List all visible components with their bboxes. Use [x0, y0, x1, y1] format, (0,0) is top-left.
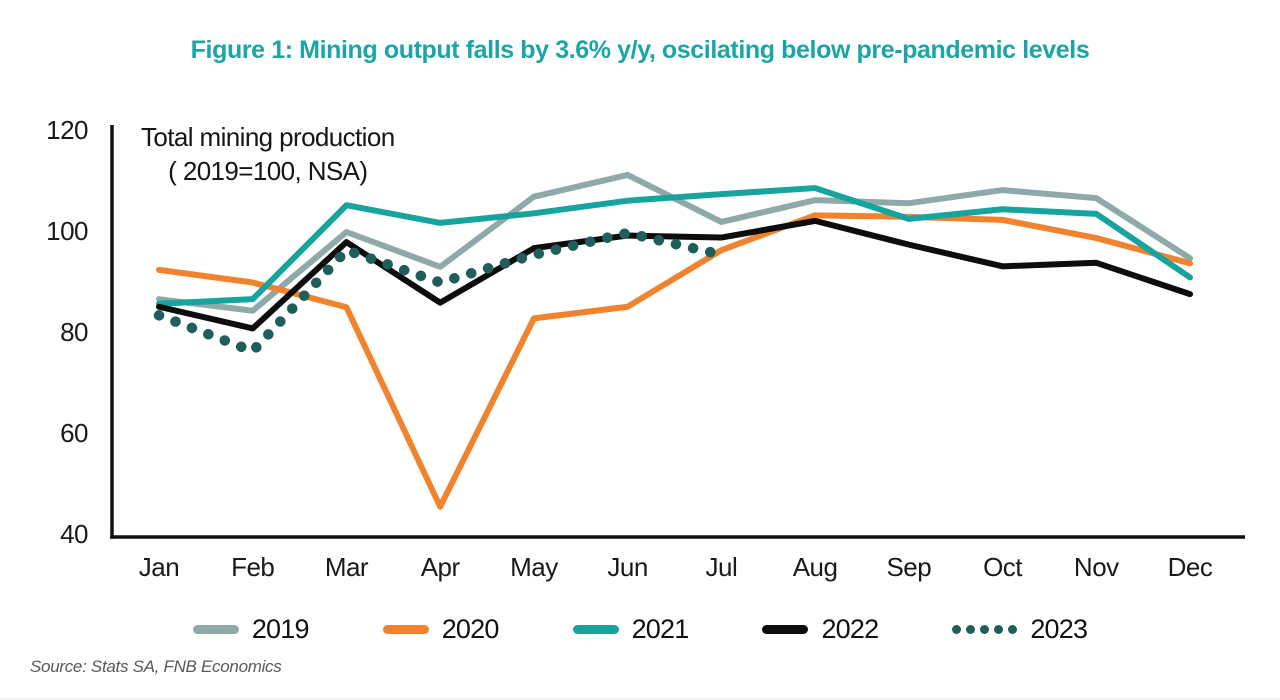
series-line-2023: [153, 227, 727, 357]
annotation-line-2: ( 2019=100, NSA): [168, 156, 368, 186]
x-tick-label-Jun: Jun: [607, 552, 648, 582]
y-tick-label: 60: [60, 418, 88, 448]
y-tick-label: 80: [60, 317, 88, 347]
legend-label-2022: 2022: [821, 614, 879, 644]
legend-item-2023: 2023: [952, 614, 1088, 645]
legend-item-2019: 2019: [192, 614, 310, 645]
series-line-2021: [156, 185, 1194, 307]
x-tick-label-Jan: Jan: [138, 552, 180, 582]
legend-swatch-2022: [762, 625, 809, 634]
y-tick-label: 100: [46, 216, 88, 246]
x-tick-label-Dec: Dec: [1167, 552, 1213, 582]
annotation-line-1: Total mining production: [141, 122, 395, 152]
chart-legend: 2019 2020 2021 2022 2023: [0, 614, 1280, 645]
legend-swatch-2023: [952, 625, 1018, 634]
figure-title: Figure 1: Mining output falls by 3.6% y/…: [190, 36, 1090, 64]
legend-swatch-2019: [192, 625, 239, 634]
x-tick-label-Aug: Aug: [792, 552, 838, 582]
y-tick-label: 40: [60, 519, 88, 549]
legend-item-2022: 2022: [762, 614, 879, 645]
y-tick-label: 120: [46, 115, 88, 145]
legend-label-2020: 2020: [441, 614, 500, 644]
x-tick-label-Feb: Feb: [231, 552, 275, 582]
x-tick-label-Oct: Oct: [983, 552, 1023, 582]
legend-label-2019: 2019: [251, 614, 310, 644]
legend-label-2021: 2021: [631, 614, 690, 644]
legend-swatch-2020: [382, 625, 429, 634]
series-line-2022: [156, 217, 1194, 332]
source-note: Source: Stats SA, FNB Economics: [30, 657, 282, 676]
legend-item-2020: 2020: [382, 614, 500, 645]
legend-item-2021: 2021: [572, 614, 690, 645]
chart-annotation: Total mining production ( 2019=100, NSA): [141, 120, 395, 188]
series-line-2020: [156, 212, 1194, 510]
x-tick-label-May: May: [510, 552, 558, 582]
x-tick-label-Mar: Mar: [324, 552, 369, 582]
x-tick-label-Nov: Nov: [1073, 552, 1119, 582]
x-tick-label-Apr: Apr: [420, 552, 460, 582]
x-tick-label-Sep: Sep: [886, 552, 932, 582]
legend-swatch-2021: [572, 625, 619, 634]
legend-label-2023: 2023: [1030, 614, 1088, 644]
x-tick-label-Jul: Jul: [705, 552, 738, 582]
